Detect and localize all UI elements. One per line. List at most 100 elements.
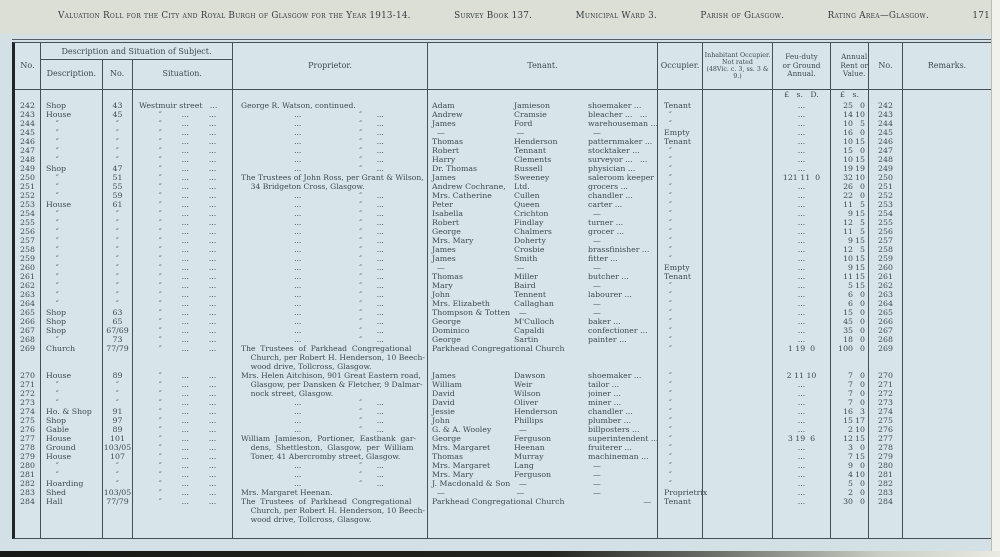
cell-situation: ″ ... ... <box>133 380 233 389</box>
cell-situation: ″ ... ... <box>133 488 233 497</box>
cell-annual-rent: 9 0 <box>831 461 869 470</box>
cell-inhabitant-occupier <box>703 209 773 218</box>
cell-remarks <box>903 290 991 299</box>
tenant-occupation: warehouseman ... <box>588 119 657 128</box>
cell-tenant: Mrs. Margaret Lang — <box>428 461 658 470</box>
cell-situation: ″ ... ... <box>133 308 233 317</box>
cell-street-no: 103/05 <box>103 443 133 452</box>
cell-proprietor: nock street, Glasgow. <box>233 389 428 398</box>
column-header-no-right: No. <box>869 43 903 89</box>
cell-remarks <box>903 146 991 155</box>
cell-street-no: ″ <box>103 227 133 236</box>
cell-occupier: ″ <box>658 173 703 182</box>
cell-annual-rent: 16 3 <box>831 407 869 416</box>
rent-pounds: 14 <box>843 110 853 119</box>
cell-situation: ″ ... ... <box>133 416 233 425</box>
cell-occupier: ″ <box>658 254 703 263</box>
cell-street-no: 73 <box>103 335 133 344</box>
cell-entry-no: 258 <box>15 245 41 254</box>
rent-shillings: 0 <box>860 443 865 452</box>
cell-description: House <box>41 434 103 443</box>
cell-street-no: ″ <box>103 398 133 407</box>
cell-tenant: James Dawson shoemaker ... <box>428 371 658 380</box>
cell-annual-rent: 2 0 <box>831 488 869 497</box>
cell-situation: ″ ... ... <box>133 371 233 380</box>
cell-tenant: — — — <box>428 263 658 272</box>
cell-inhabitant-occupier <box>703 497 773 524</box>
table-row: 268 ″ 73 ″ ... ... ... ″ ... George Sart… <box>15 335 991 344</box>
rent-shillings: 0 <box>860 479 865 488</box>
cell-tenant: Dr. Thomas Russell physician ... <box>428 164 658 173</box>
cell-situation: ″ ... ... <box>133 344 233 371</box>
cell-inhabitant-occupier <box>703 461 773 470</box>
cell-inhabitant-occupier <box>703 128 773 137</box>
cell-proprietor: The Trustees of Parkhead Congregational … <box>233 344 428 371</box>
cell-entry-no: 252 <box>15 191 41 200</box>
cell-inhabitant-occupier <box>703 182 773 191</box>
cell-proprietor: The Trustees of Parkhead Congregational … <box>233 497 428 524</box>
cell-situation: ″ ... ... <box>133 119 233 128</box>
cell-annual-rent: 45 0 <box>831 317 869 326</box>
cell-inhabitant-occupier <box>703 452 773 461</box>
cell-entry-no: 276 <box>15 425 41 434</box>
cell-entry-no-right: 256 <box>869 227 903 236</box>
cell-remarks <box>903 371 991 380</box>
rent-pounds: 9 <box>848 209 853 218</box>
cell-inhabitant-occupier <box>703 227 773 236</box>
annual-rent-units: £ s. <box>831 90 869 101</box>
cell-entry-no-right: 270 <box>869 371 903 380</box>
tenant-forename: Mrs. Catherine <box>432 191 492 200</box>
cell-occupier: ″ <box>658 119 703 128</box>
cell-remarks <box>903 470 991 479</box>
tenant-surname: Doherty <box>514 236 546 245</box>
cell-proprietor: ... ″ ... <box>233 128 428 137</box>
cell-proprietor: ... ″ ... <box>233 461 428 470</box>
tenant-occupation <box>639 344 658 371</box>
cell-annual-rent: 22 0 <box>831 191 869 200</box>
page-title: Valuation Roll for the City and Royal Bu… <box>58 11 411 21</box>
table-footer-space <box>15 524 991 538</box>
cell-inhabitant-occupier <box>703 470 773 479</box>
cell-feu-duty: ... <box>773 209 831 218</box>
cell-tenant: Mary Baird — <box>428 281 658 290</box>
tenant-occupation: brassfinisher ... <box>588 245 650 254</box>
table-row: 257 ″ ″ ″ ... ... ... ″ ... Mrs. Mary Do… <box>15 236 991 245</box>
tenant-surname: Crosbie <box>514 245 545 254</box>
cell-proprietor: ... ″ ... <box>233 245 428 254</box>
cell-proprietor: ... ″ ... <box>233 290 428 299</box>
tenant-occupation: surveyor ... ... <box>588 155 648 164</box>
cell-proprietor: ... ″ ... <box>233 137 428 146</box>
column-header-annual-rent: Annual Rent or Value. <box>831 43 869 89</box>
cell-description: Ho. & Shop <box>41 407 103 416</box>
municipal-ward-label: Municipal Ward 3. <box>575 11 657 21</box>
tenant-forename: James <box>432 254 456 263</box>
cell-tenant: John Tennent labourer ... <box>428 290 658 299</box>
rent-shillings: 0 <box>860 380 865 389</box>
cell-feu-duty: ... <box>773 110 831 119</box>
tenant-forename: — <box>432 263 445 272</box>
rent-pounds: 45 <box>843 317 853 326</box>
table-row: 271 ″ ″ ″ ... ... Glasgow, per Dansken &… <box>15 380 991 389</box>
cell-remarks <box>903 254 991 263</box>
cell-entry-no-right: 247 <box>869 146 903 155</box>
cell-situation: ″ ... ... <box>133 209 233 218</box>
cell-entry-no: 268 <box>15 335 41 344</box>
tenant-surname: — <box>514 128 525 137</box>
cell-feu-duty: ... <box>773 200 831 209</box>
cell-description: House <box>41 110 103 119</box>
cell-proprietor: ... ″ ... <box>233 479 428 488</box>
tenant-surname: Crichton <box>514 209 549 218</box>
currency-units-row: £ s. D. £ s. <box>15 90 991 101</box>
rent-pounds: 15 <box>843 416 853 425</box>
cell-entry-no: 269 <box>15 344 41 371</box>
cell-tenant: Mrs. Elizabeth Callaghan — <box>428 299 658 308</box>
rent-pounds: 10 <box>843 119 853 128</box>
column-header-description: Description. <box>41 60 103 89</box>
cell-occupier: ″ <box>658 452 703 461</box>
cell-situation: ″ ... ... <box>133 434 233 443</box>
cell-proprietor: ... ″ ... <box>233 335 428 344</box>
tenant-occupation: — <box>638 497 652 506</box>
cell-entry-no-right: 255 <box>869 218 903 227</box>
rent-shillings: 0 <box>860 317 865 326</box>
cell-feu-duty: ... <box>773 101 831 110</box>
